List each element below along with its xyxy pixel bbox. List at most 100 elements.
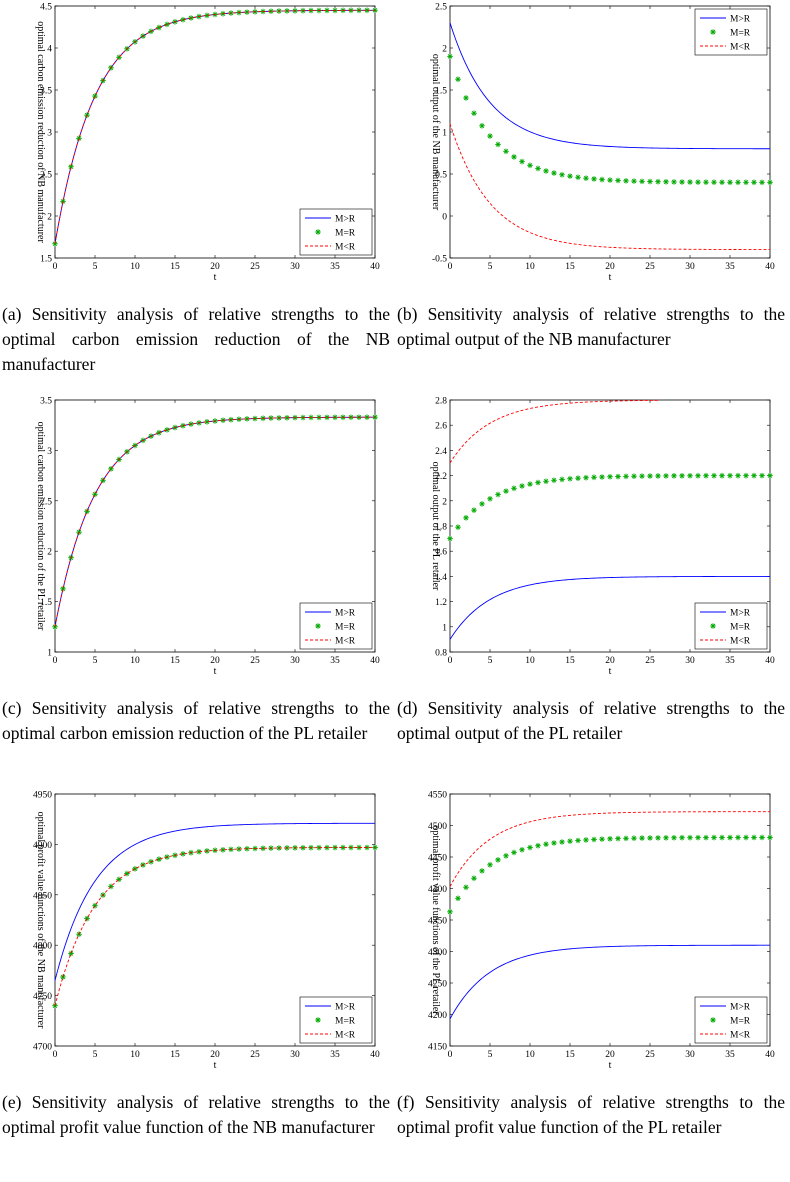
series-2-marker <box>503 148 509 155</box>
series-2-marker <box>447 53 453 60</box>
series-2-marker <box>164 427 170 433</box>
series-2-marker <box>727 179 733 186</box>
series-2-marker <box>687 472 693 479</box>
series-2-marker <box>455 76 461 83</box>
series-2-marker <box>567 838 573 844</box>
chart-b: 0 5 10 15 20 25 30 35 40-0.500.511.522.5toptimal… <box>430 3 775 284</box>
series-2-marker <box>687 834 693 841</box>
x-tick-label: 10 <box>130 262 140 272</box>
y-tick-label: 2 <box>442 497 447 507</box>
series-2-marker <box>543 841 549 848</box>
x-tick-label: 25 <box>645 262 655 272</box>
legend-label-3: M<R <box>730 636 751 646</box>
y-tick-label: -0.5 <box>432 255 447 265</box>
x-tick-label: 35 <box>330 262 340 272</box>
series-2-marker <box>503 853 509 859</box>
legend-sample-2 <box>710 623 716 629</box>
legend-sample-2 <box>315 623 321 629</box>
series-1-line <box>449 575 770 640</box>
caption-d: (d) Sensitivity analysis of relative str… <box>397 698 785 743</box>
series-2-marker <box>679 179 685 185</box>
legend-label-2: M=R <box>730 1016 751 1026</box>
series-2-marker <box>655 473 661 479</box>
chart-a: 0 5 10 15 20 25 30 35 40 1.5 2 2.5 3 3.5 4 4.5 t optimal … <box>35 3 380 284</box>
legend: M>R M=R M<R <box>299 996 373 1044</box>
series-2-marker <box>695 834 701 841</box>
x-tick-label: 25 <box>250 1050 260 1060</box>
legend-box <box>694 8 768 56</box>
series-2-marker <box>527 844 533 851</box>
y-axis-label: optimal profit value functions of the PL… <box>430 825 441 1015</box>
legend-label-3: M<R <box>335 1030 356 1040</box>
series-2-marker <box>615 835 621 842</box>
series-2-marker <box>471 507 477 513</box>
x-tick-label: 30 <box>685 656 695 666</box>
y-tick-label: 4700 <box>33 1043 52 1053</box>
series-2-marker <box>567 475 573 482</box>
x-tick-label: 5 <box>93 1050 98 1060</box>
legend-sample-2 <box>315 1017 321 1023</box>
legend: M>R M=R M<R <box>299 208 373 256</box>
x-tick-label: 15 <box>170 1050 180 1060</box>
series-1-line <box>449 944 771 1020</box>
series-2-marker <box>68 950 74 957</box>
series-2-marker <box>543 168 549 174</box>
x-tick-label: 0 <box>448 262 453 272</box>
legend-label-1: M>R <box>335 608 356 618</box>
series-2-marker <box>719 834 725 841</box>
legend-label-1: M>R <box>335 1002 356 1012</box>
x-axis-label: t <box>609 272 612 283</box>
panel-c: 0 5 10 15 20 25 30 35 40 1 1.5 2 2.5 3 3.5 t optimal car… <box>0 394 395 788</box>
y-tick-label: 4.5 <box>40 3 52 13</box>
series-2-marker <box>767 179 773 186</box>
x-tick-label: 0 <box>53 656 58 666</box>
legend-label-2: M=R <box>335 622 356 632</box>
series-2-marker <box>743 472 749 479</box>
series-2-marker <box>511 154 517 160</box>
x-axis-label: t <box>214 1060 217 1071</box>
chart-c: 0 5 10 15 20 25 30 35 40 1 1.5 2 2.5 3 3.5 t optimal car… <box>35 397 380 678</box>
series-2-marker <box>583 837 589 843</box>
series-2-marker <box>599 176 605 183</box>
series-2-marker <box>655 835 661 841</box>
x-tick-label: 20 <box>210 656 220 666</box>
caption-a: (a) Sensitivity analysis of relative str… <box>2 304 390 374</box>
x-axis-label: t <box>214 666 217 677</box>
y-tick-label: 3.5 <box>40 397 52 407</box>
y-tick-label: 4400 <box>428 885 447 895</box>
series-2-marker <box>727 834 733 841</box>
x-tick-label: 15 <box>170 656 180 666</box>
y-axis-label: optimal output of the PL retailer <box>430 462 441 591</box>
y-tick-label: 3 <box>47 447 52 457</box>
series-2-marker <box>495 491 501 498</box>
x-tick-label: 15 <box>565 1050 575 1060</box>
y-tick-label: 1 <box>442 129 447 139</box>
y-tick-label: 1.5 <box>435 87 447 97</box>
x-axis-label: t <box>214 272 217 283</box>
legend-label-3: M<R <box>730 1030 751 1040</box>
series-2-marker <box>276 845 282 851</box>
series-2-marker <box>575 174 581 181</box>
series-2-marker <box>639 473 645 479</box>
series-2-marker <box>743 834 749 841</box>
x-tick-label: 30 <box>290 656 300 666</box>
series-2-marker <box>471 110 477 117</box>
series-2-marker <box>671 179 677 185</box>
series-2-marker <box>711 472 717 479</box>
series-2-marker <box>132 866 138 872</box>
series-2-marker <box>679 472 685 479</box>
series-2-marker <box>647 473 653 479</box>
y-tick-label: 2.6 <box>435 422 447 432</box>
x-tick-label: 40 <box>765 262 775 272</box>
series-2-marker <box>631 178 637 184</box>
series-1-line <box>449 22 770 150</box>
legend-label-2: M=R <box>730 28 751 38</box>
series-2-marker <box>599 836 605 842</box>
series-2-marker <box>92 93 98 99</box>
y-tick-label: 1.2 <box>435 598 447 608</box>
y-tick-label: 1.5 <box>40 255 52 265</box>
x-tick-label: 0 <box>53 262 58 272</box>
series-2-marker <box>479 868 485 874</box>
series-2-marker <box>639 178 645 185</box>
y-tick-label: 4950 <box>33 791 52 801</box>
